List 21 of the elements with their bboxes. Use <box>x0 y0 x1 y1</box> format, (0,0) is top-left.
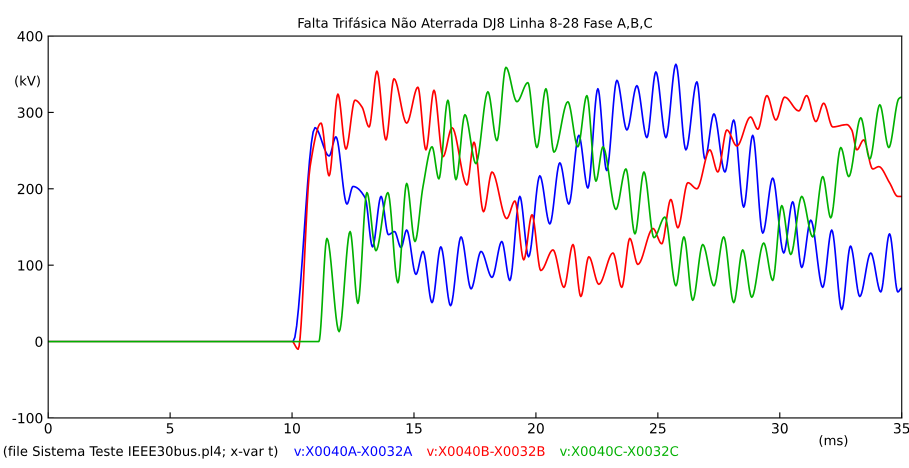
text: (file Sistema Teste IEEE30bus.pl4; x-var t) <box>4 446 278 459</box>
y-tick-label: 0 <box>35 336 42 348</box>
x-tick-label: 35 <box>894 423 909 434</box>
text: v:X0040B-X0032B <box>426 446 545 456</box>
y-tick-label: 200 <box>18 184 42 194</box>
x-tick-label: 10 <box>284 423 300 434</box>
y-tick-label: 400 <box>17 31 42 42</box>
y-axis-title: (kV) <box>15 75 40 88</box>
x-tick-label: 15 <box>406 423 422 434</box>
x-tick-label: 0 <box>44 423 52 434</box>
x-tick-label: 25 <box>650 423 666 434</box>
y-tick-label: 100 <box>18 260 42 271</box>
y-tick-label: -100 <box>12 412 42 424</box>
x-axis-title: (ms) <box>820 435 848 447</box>
x-tick-label: 5 <box>166 423 174 434</box>
x-tick-label: 30 <box>772 423 788 434</box>
text: v:X0040C-X0032C <box>560 446 678 456</box>
text: v:X0040A-X0032A <box>294 446 412 456</box>
x-tick-label: 20 <box>528 423 544 434</box>
y-tick-label: 300 <box>18 107 42 118</box>
chart-title: Falta Trifásica Não Aterrada DJ8 Linha 8-28 Fase A,B,C <box>298 17 652 30</box>
